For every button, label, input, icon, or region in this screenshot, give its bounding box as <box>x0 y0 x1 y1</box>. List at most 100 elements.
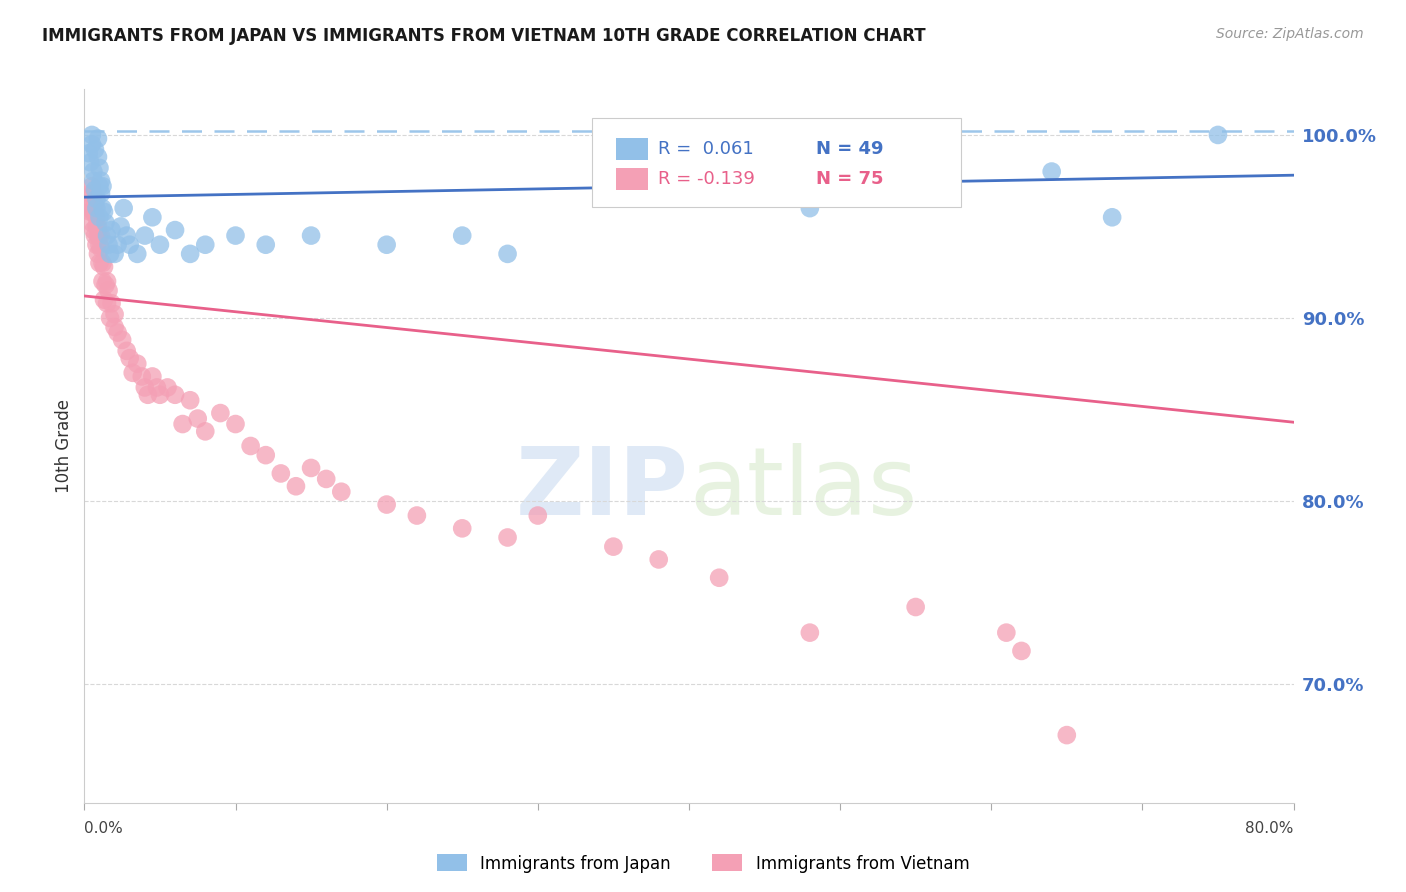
Point <box>179 393 201 408</box>
Point <box>90 228 112 243</box>
Point <box>127 357 149 371</box>
Point <box>90 186 112 201</box>
Point <box>330 484 353 499</box>
Point <box>93 260 115 274</box>
Point <box>80 179 103 194</box>
Point <box>406 508 429 523</box>
Point <box>86 237 108 252</box>
Text: 0.0%: 0.0% <box>84 821 124 836</box>
Point <box>1101 211 1123 225</box>
Point <box>84 183 107 197</box>
Point <box>225 228 247 243</box>
Point <box>107 326 129 340</box>
Point <box>84 143 107 157</box>
Text: Source: ZipAtlas.com: Source: ZipAtlas.com <box>1216 27 1364 41</box>
Point <box>315 472 337 486</box>
Text: N = 49: N = 49 <box>815 140 883 158</box>
Text: N = 75: N = 75 <box>815 170 883 188</box>
Point <box>89 256 111 270</box>
Point <box>194 425 217 439</box>
Point <box>100 223 122 237</box>
Point <box>254 237 277 252</box>
Point <box>100 296 122 310</box>
Point <box>84 204 107 219</box>
Point <box>149 237 172 252</box>
Point <box>179 247 201 261</box>
Point <box>285 479 308 493</box>
Point <box>96 228 118 243</box>
Point <box>104 320 127 334</box>
Legend: Immigrants from Japan, Immigrants from Vietnam: Immigrants from Japan, Immigrants from V… <box>430 847 976 880</box>
Point <box>80 216 103 230</box>
Point <box>91 201 114 215</box>
Point <box>149 388 172 402</box>
Point <box>77 146 100 161</box>
Point <box>527 508 550 523</box>
Point <box>141 369 163 384</box>
Point <box>86 192 108 206</box>
Point <box>89 228 111 243</box>
FancyBboxPatch shape <box>616 138 648 160</box>
Point <box>299 461 322 475</box>
Point <box>107 237 129 252</box>
Point <box>165 388 187 402</box>
Point <box>299 228 322 243</box>
Point <box>1040 164 1063 178</box>
Point <box>89 161 111 175</box>
FancyBboxPatch shape <box>616 168 648 190</box>
Point <box>89 179 111 194</box>
Point <box>89 237 111 252</box>
Point <box>97 284 120 298</box>
Point <box>270 467 292 481</box>
Point <box>96 274 118 288</box>
Point <box>87 247 110 261</box>
Point <box>86 219 108 234</box>
Point <box>80 137 103 152</box>
Point <box>98 247 121 261</box>
Point <box>496 531 519 545</box>
Point <box>104 307 127 321</box>
Point <box>104 247 127 261</box>
Point <box>79 204 101 219</box>
Text: atlas: atlas <box>689 442 917 535</box>
Point <box>209 406 232 420</box>
Point <box>82 164 104 178</box>
Text: R = -0.139: R = -0.139 <box>658 170 755 188</box>
Point <box>799 201 821 215</box>
Point <box>94 277 117 292</box>
Point <box>648 552 671 566</box>
FancyBboxPatch shape <box>592 118 962 207</box>
Point <box>89 211 111 225</box>
Point <box>87 219 110 234</box>
Point <box>1011 644 1033 658</box>
Point <box>77 201 100 215</box>
Point <box>90 241 112 255</box>
Point <box>451 521 474 535</box>
Point <box>194 237 217 252</box>
Point <box>254 448 277 462</box>
Point <box>118 237 141 252</box>
Point <box>496 247 519 261</box>
Point <box>1056 728 1078 742</box>
Point <box>90 174 112 188</box>
Point <box>602 540 624 554</box>
Point <box>111 333 134 347</box>
Point <box>79 155 101 169</box>
Point <box>84 228 107 243</box>
Point <box>91 274 114 288</box>
Point <box>82 204 104 219</box>
Point <box>141 211 163 225</box>
Point <box>93 293 115 307</box>
Point <box>91 256 114 270</box>
Point <box>87 228 110 243</box>
Point <box>84 197 107 211</box>
Point <box>87 131 110 145</box>
Point <box>115 343 138 358</box>
Point <box>709 571 731 585</box>
Point <box>225 417 247 431</box>
Point <box>96 296 118 310</box>
Point <box>98 310 121 325</box>
Point <box>86 201 108 215</box>
Point <box>239 439 262 453</box>
Text: ZIP: ZIP <box>516 442 689 535</box>
